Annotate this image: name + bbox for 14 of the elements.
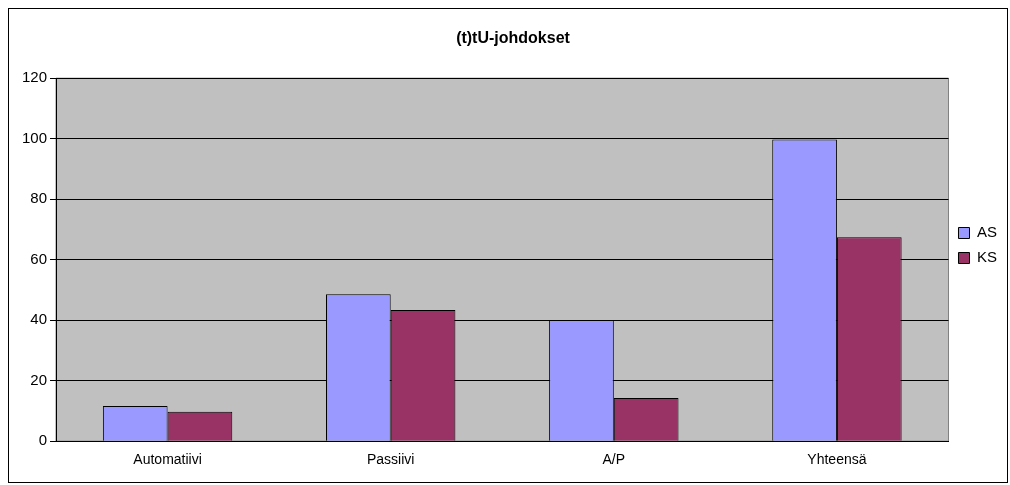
y-tick-label: 120 — [22, 68, 48, 86]
legend-label: KS — [976, 248, 998, 266]
y-tick-label: 100 — [22, 128, 48, 146]
x-tick-label: Passiivi — [366, 451, 415, 468]
x-tick-label: Yhteensä — [807, 451, 867, 468]
y-tick-label: 20 — [30, 370, 48, 388]
chart-title: (t)tU-johdokset — [456, 29, 571, 47]
y-tick-label: 0 — [38, 431, 48, 449]
legend-label: AS — [976, 223, 998, 241]
x-tick-label: A/P — [602, 451, 626, 468]
y-tick-label: 60 — [30, 249, 48, 267]
x-tick-label: Automatiivi — [133, 451, 202, 468]
y-tick-label: 80 — [30, 189, 48, 207]
y-tick-label: 40 — [30, 310, 48, 328]
